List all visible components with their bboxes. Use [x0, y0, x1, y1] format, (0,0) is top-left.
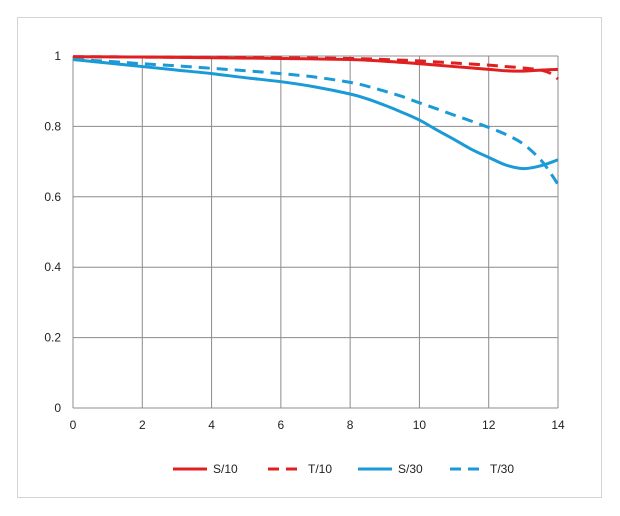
y-tick-label: 0.6 [44, 190, 61, 204]
series-line-s-30 [72, 58, 559, 171]
x-tick-label: 8 [347, 418, 354, 432]
x-tick-label: 10 [413, 418, 427, 432]
x-tick-label: 6 [278, 418, 285, 432]
x-tick-label: 0 [70, 418, 77, 432]
legend-label: S/10 [213, 462, 238, 476]
x-tick-label: 14 [551, 418, 565, 432]
y-tick-label: 0.8 [44, 119, 61, 133]
legend-label: S/30 [398, 462, 423, 476]
x-tick-label: 12 [482, 418, 496, 432]
chart-frame: 0 2 4 6 8 10 12 14 0 0.2 0.4 0.6 0.8 1 S/10 T/10 S/30 T/3… [17, 17, 602, 498]
y-tick-label: 0.4 [44, 260, 61, 274]
legend-label: T/30 [490, 462, 514, 476]
x-tick-label: 2 [139, 418, 146, 432]
y-tick-label: 1 [54, 49, 61, 63]
y-tick-label: 0.2 [44, 331, 61, 345]
y-tick-label: 0 [54, 401, 61, 415]
x-tick-label: 4 [208, 418, 215, 432]
series-line-t-30 [72, 58, 560, 186]
line-chart: 0 2 4 6 8 10 12 14 0 0.2 0.4 0.6 0.8 1 S/10 T/10 S/30 T/3… [44, 49, 565, 476]
legend-label: T/10 [308, 462, 332, 476]
